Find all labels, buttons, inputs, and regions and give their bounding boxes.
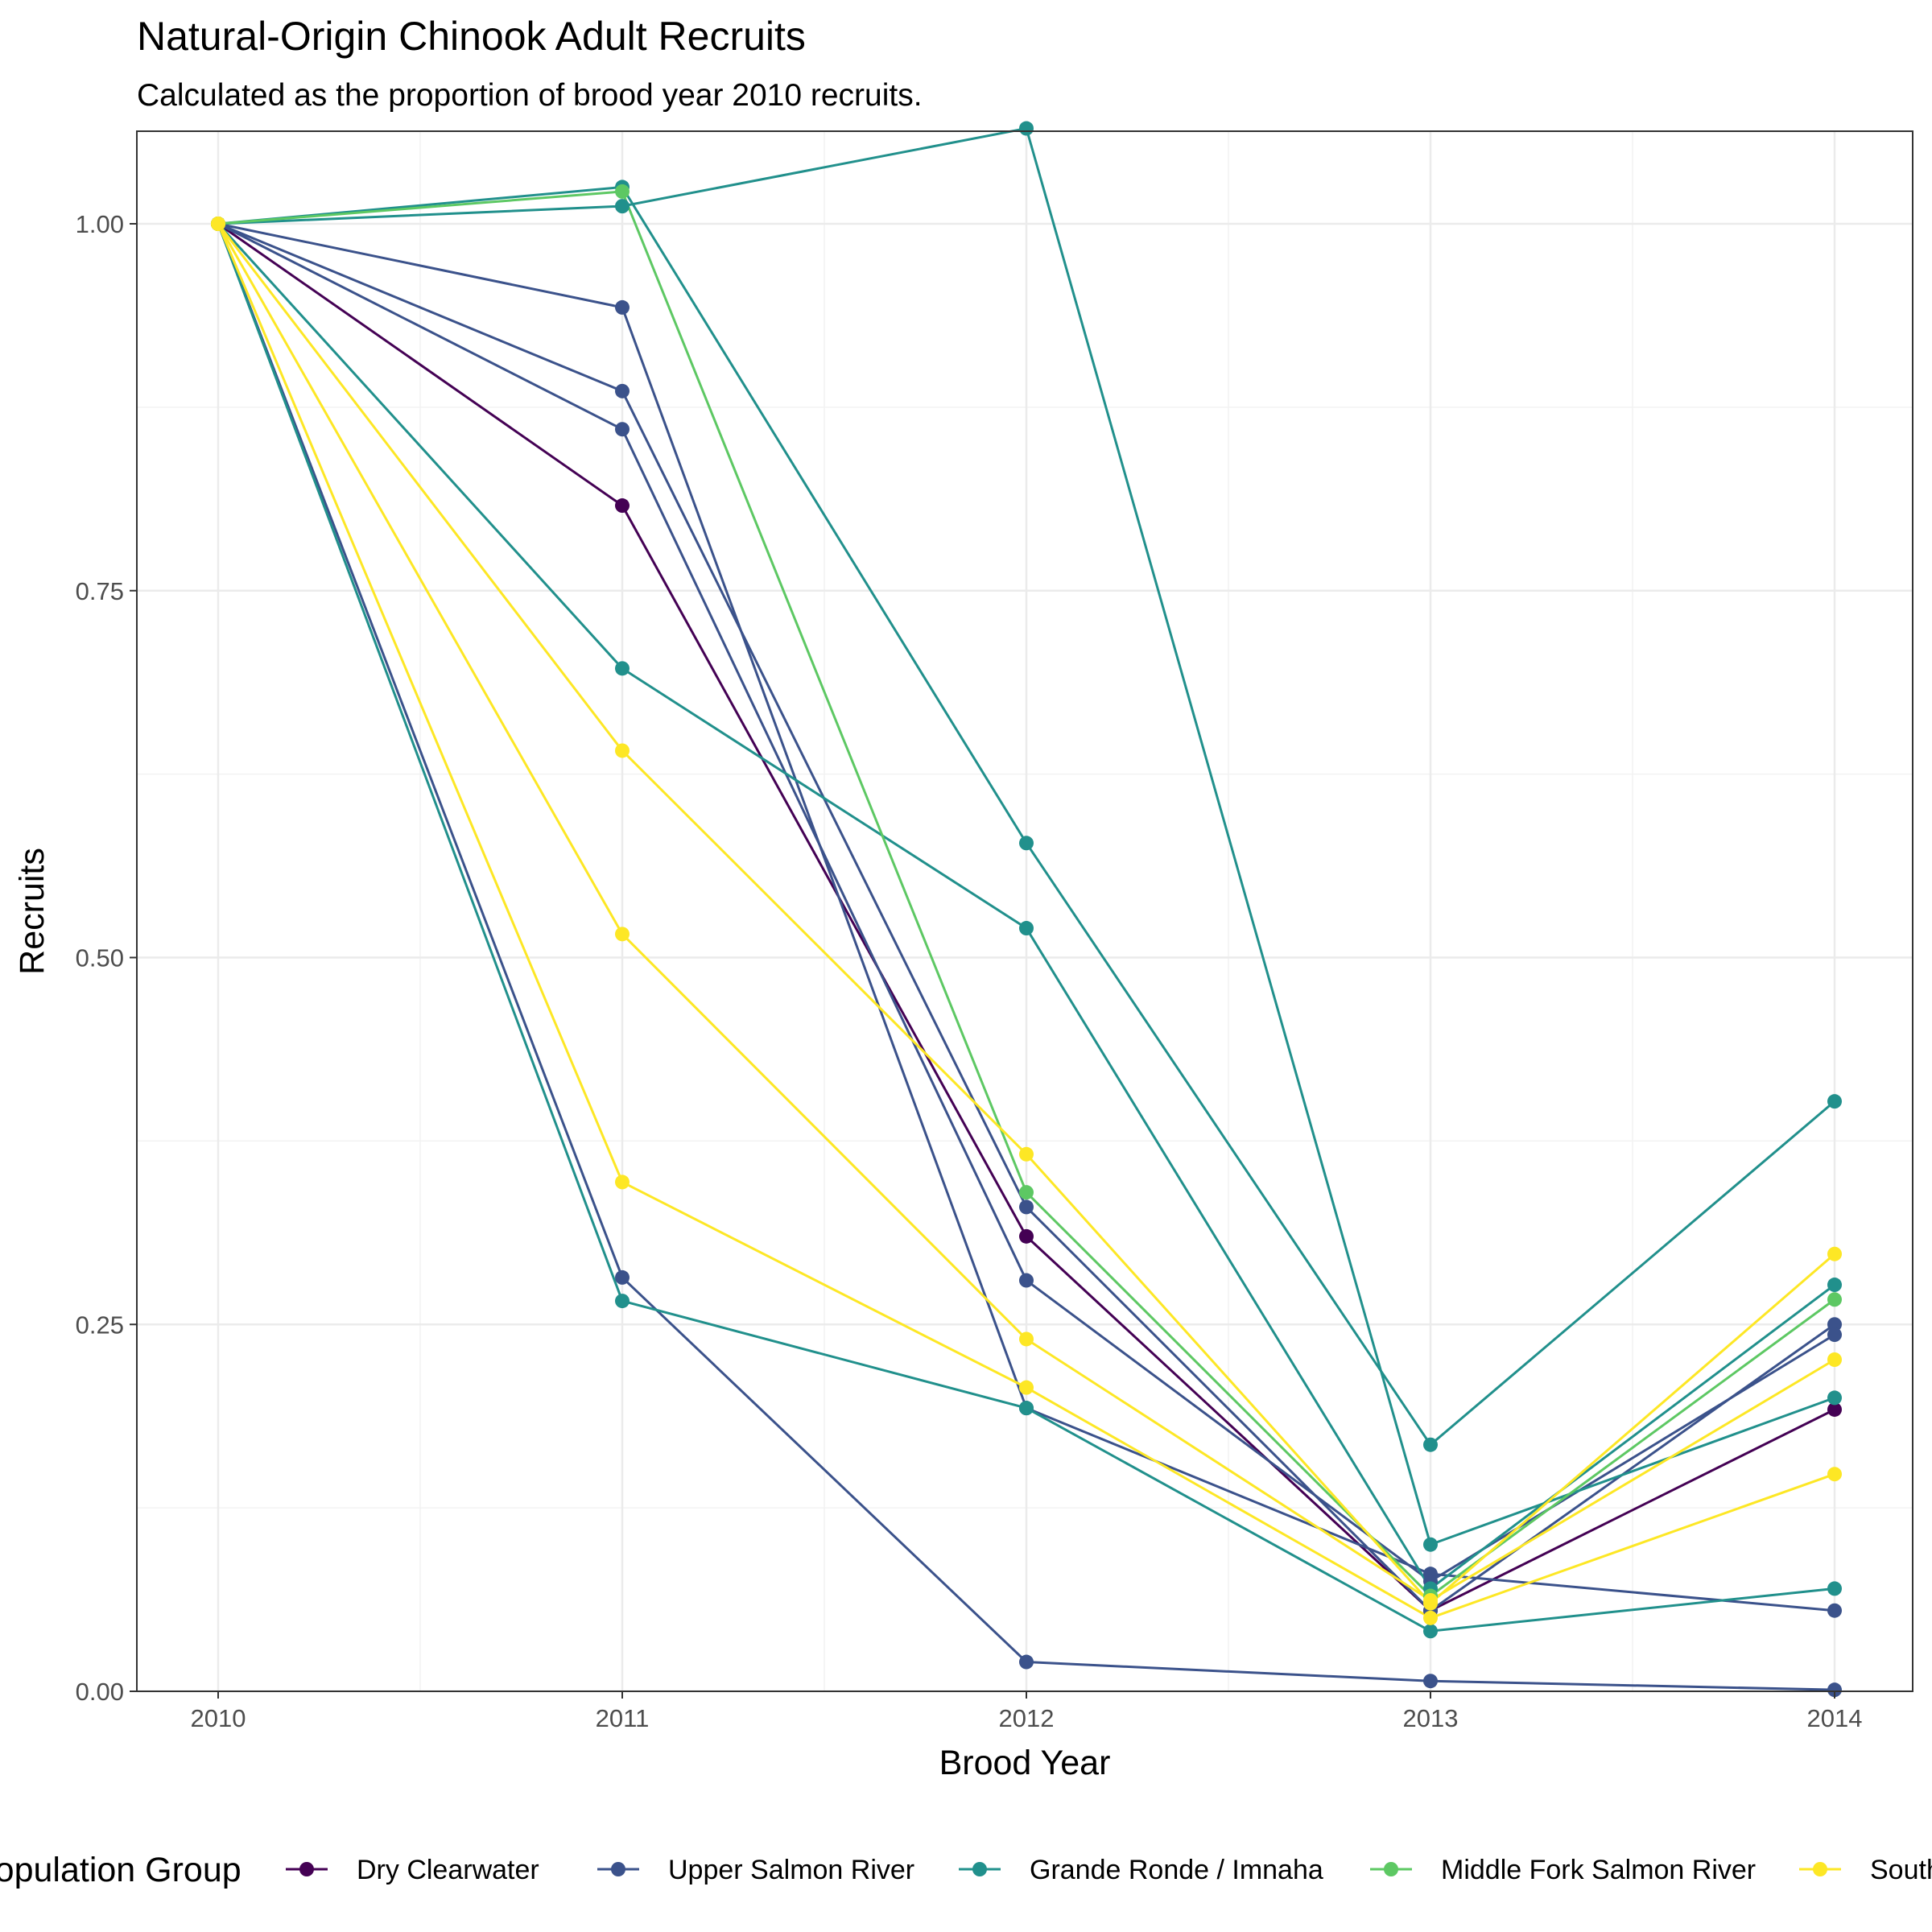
legend-label: South Fork Salmon River	[1870, 1855, 1932, 1885]
data-point	[1423, 1537, 1438, 1552]
data-point	[1827, 1581, 1842, 1596]
data-point	[1019, 1380, 1034, 1395]
data-point	[1827, 1327, 1842, 1343]
y-axis-title: Recruits	[13, 848, 52, 975]
data-point	[1019, 1331, 1034, 1347]
data-point	[1019, 1401, 1034, 1416]
data-point	[615, 1174, 630, 1190]
x-axis: 2010 2011 2012 2013 2014	[191, 1691, 1863, 1732]
y-tick-label: 1.00	[76, 210, 124, 238]
data-point	[615, 1269, 630, 1285]
chart-subtitle: Calculated as the proportion of brood ye…	[137, 78, 923, 113]
data-point	[615, 299, 630, 315]
data-point	[1827, 1402, 1842, 1417]
legend-key-point	[611, 1862, 625, 1876]
data-point	[1019, 1199, 1034, 1215]
y-axis: 0.00 0.25 0.50 0.75 1.00	[76, 210, 137, 1706]
data-point	[1019, 921, 1034, 936]
data-point	[1019, 1185, 1034, 1200]
data-point	[1827, 1246, 1842, 1261]
data-point	[1019, 1146, 1034, 1162]
legend-key-point	[1813, 1862, 1827, 1876]
legend-label: Upper Salmon River	[668, 1855, 914, 1885]
y-tick-label: 0.25	[76, 1311, 124, 1339]
x-tick-label: 2011	[596, 1704, 650, 1732]
data-point	[615, 184, 630, 199]
data-point	[1019, 1654, 1034, 1670]
data-point	[1827, 1292, 1842, 1307]
x-axis-title: Brood Year	[939, 1744, 1111, 1782]
legend-key-point	[1384, 1862, 1398, 1876]
legend-title: Population Group	[0, 1851, 242, 1889]
data-point	[1019, 1228, 1034, 1244]
legend-label: Dry Clearwater	[357, 1855, 539, 1885]
legend-label: Grande Ronde / Imnaha	[1030, 1855, 1323, 1885]
data-point	[1019, 1273, 1034, 1288]
chart-title: Natural-Origin Chinook Adult Recruits	[137, 14, 806, 59]
data-point	[615, 199, 630, 214]
data-point	[615, 422, 630, 437]
data-point	[1827, 1603, 1842, 1618]
data-point	[1827, 1317, 1842, 1332]
data-point	[1423, 1437, 1438, 1452]
data-point	[1827, 1094, 1842, 1109]
plot-panel	[137, 131, 1913, 1691]
data-point	[1019, 836, 1034, 851]
x-tick-label: 2013	[1403, 1704, 1459, 1732]
plot-border	[136, 130, 1913, 1692]
data-point	[1423, 1610, 1438, 1625]
data-point	[1827, 1390, 1842, 1406]
series-points	[211, 121, 1842, 1698]
legend: Dry Clearwater Upper Salmon River Grande R…	[286, 1855, 1932, 1885]
data-point	[615, 661, 630, 676]
data-point	[1827, 1278, 1842, 1293]
x-tick-label: 2010	[191, 1704, 246, 1732]
x-tick-label: 2012	[999, 1704, 1055, 1732]
data-point	[615, 383, 630, 398]
data-point	[1827, 1352, 1842, 1368]
legend-key-point	[972, 1862, 987, 1876]
data-point	[1827, 1682, 1842, 1698]
x-tick-label: 2014	[1807, 1704, 1863, 1732]
data-point	[615, 1294, 630, 1309]
data-point	[211, 217, 225, 231]
data-point	[615, 743, 630, 758]
data-point	[615, 498, 630, 514]
legend-label: Middle Fork Salmon River	[1441, 1855, 1756, 1885]
data-point	[1423, 1674, 1438, 1689]
data-point	[1423, 1624, 1438, 1639]
data-point	[1019, 121, 1034, 136]
y-tick-label: 0.50	[76, 944, 124, 972]
data-point	[615, 927, 630, 942]
legend-key-point	[299, 1862, 314, 1876]
y-tick-label: 0.75	[76, 577, 124, 605]
data-point	[1827, 1467, 1842, 1482]
data-point	[1423, 1592, 1438, 1608]
y-tick-label: 0.00	[76, 1678, 124, 1706]
